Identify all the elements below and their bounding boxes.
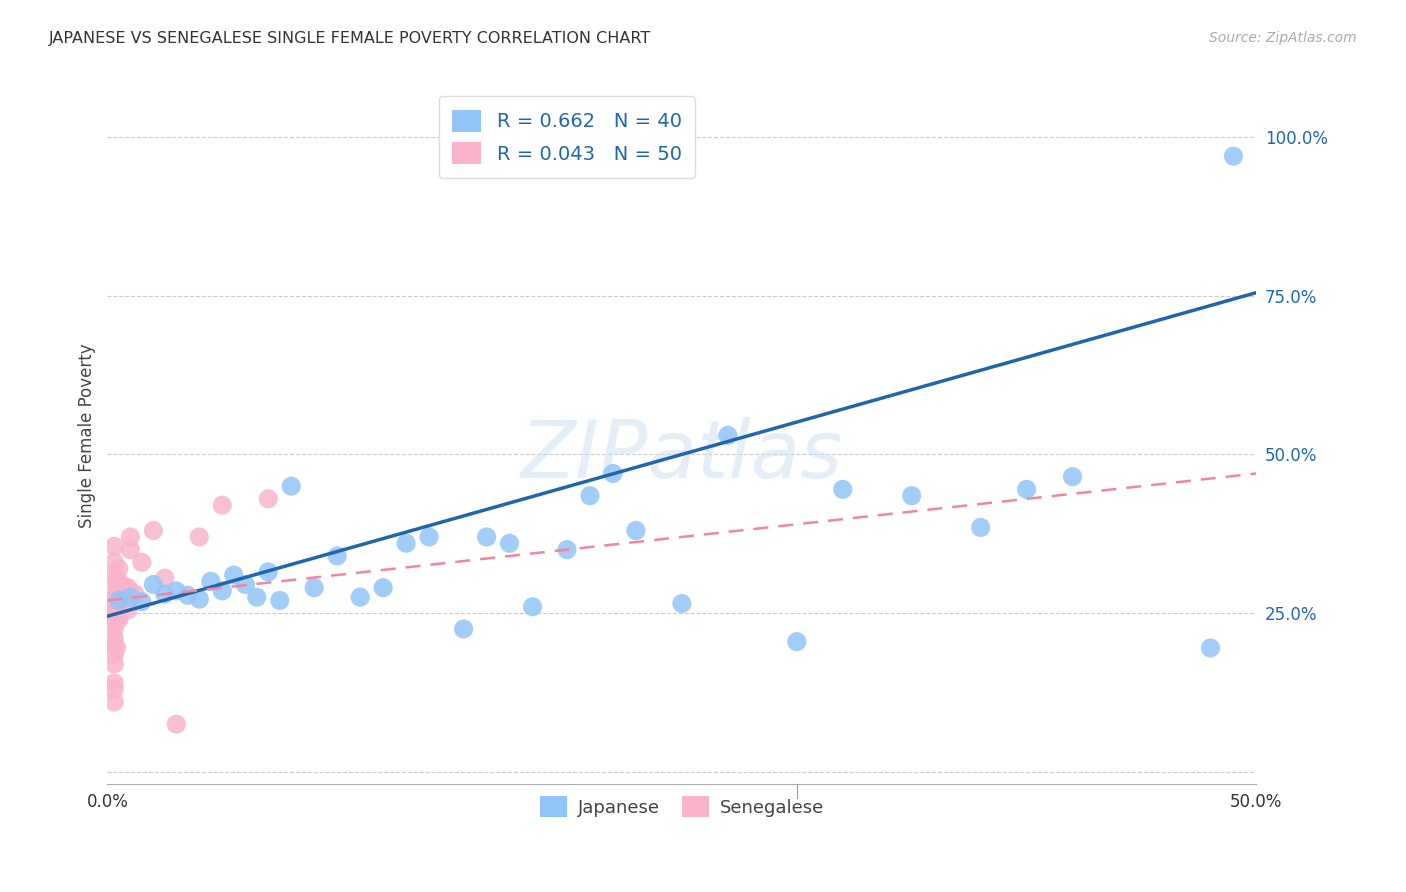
Point [103, 648, 125, 662]
Point [114, 593, 136, 607]
Point [1199, 640, 1222, 655]
Point [602, 467, 624, 481]
Point [112, 583, 135, 598]
Point [900, 489, 922, 503]
Text: Source: ZipAtlas.com: Source: ZipAtlas.com [1209, 31, 1357, 45]
Point [222, 568, 245, 582]
Point [211, 498, 233, 512]
Point [103, 676, 125, 690]
Point [103, 632, 125, 646]
Point [108, 603, 131, 617]
Point [124, 587, 146, 601]
Point [188, 530, 211, 544]
Point [131, 555, 153, 569]
Point [717, 428, 740, 442]
Point [555, 542, 578, 557]
Point [671, 597, 693, 611]
Point [103, 657, 125, 671]
Point [326, 549, 349, 563]
Point [233, 577, 256, 591]
Point [165, 717, 187, 731]
Point [153, 587, 176, 601]
Point [453, 622, 475, 636]
Point [114, 581, 136, 595]
Point [103, 695, 125, 709]
Text: JAPANESE VS SENEGALESE SINGLE FEMALE POVERTY CORRELATION CHART: JAPANESE VS SENEGALESE SINGLE FEMALE POV… [49, 31, 651, 46]
Point [105, 574, 128, 589]
Point [103, 615, 125, 630]
Point [103, 638, 125, 652]
Point [117, 581, 139, 595]
Point [103, 540, 125, 554]
Point [1222, 149, 1244, 163]
Point [257, 491, 280, 506]
Point [969, 520, 991, 534]
Point [1062, 469, 1084, 483]
Point [108, 603, 131, 617]
Point [418, 530, 440, 544]
Point [131, 595, 153, 609]
Point [257, 565, 280, 579]
Point [110, 593, 132, 607]
Point [105, 593, 128, 607]
Text: ZIPatlas: ZIPatlas [520, 417, 844, 495]
Point [165, 583, 187, 598]
Point [108, 593, 131, 607]
Y-axis label: Single Female Poverty: Single Female Poverty [79, 343, 96, 528]
Point [112, 597, 135, 611]
Point [103, 597, 125, 611]
Point [120, 591, 142, 605]
Point [103, 603, 125, 617]
Point [103, 568, 125, 582]
Point [831, 483, 853, 497]
Point [105, 603, 128, 617]
Point [105, 581, 128, 595]
Point [280, 479, 302, 493]
Point [105, 612, 128, 626]
Point [579, 489, 602, 503]
Point [105, 640, 128, 655]
Point [302, 581, 325, 595]
Point [498, 536, 520, 550]
Point [142, 524, 165, 538]
Point [246, 591, 269, 605]
Point [105, 587, 128, 601]
Point [373, 581, 395, 595]
Point [200, 574, 222, 589]
Point [108, 562, 131, 576]
Point [108, 591, 131, 605]
Point [103, 682, 125, 697]
Point [211, 583, 233, 598]
Point [117, 603, 139, 617]
Point [624, 524, 647, 538]
Point [177, 588, 200, 602]
Point [108, 574, 131, 589]
Point [103, 622, 125, 636]
Point [108, 612, 131, 626]
Point [105, 599, 128, 614]
Point [269, 593, 291, 607]
Point [395, 536, 418, 550]
Legend: Japanese, Senegalese: Japanese, Senegalese [533, 789, 831, 824]
Point [522, 599, 544, 614]
Point [120, 542, 142, 557]
Point [110, 583, 132, 598]
Point [103, 609, 125, 624]
Point [105, 587, 128, 601]
Point [103, 555, 125, 569]
Point [108, 593, 131, 607]
Point [153, 571, 176, 585]
Point [120, 530, 142, 544]
Point [1015, 483, 1038, 497]
Point [188, 592, 211, 607]
Point [108, 583, 131, 598]
Point [142, 577, 165, 591]
Point [475, 530, 498, 544]
Point [786, 634, 808, 648]
Point [349, 591, 371, 605]
